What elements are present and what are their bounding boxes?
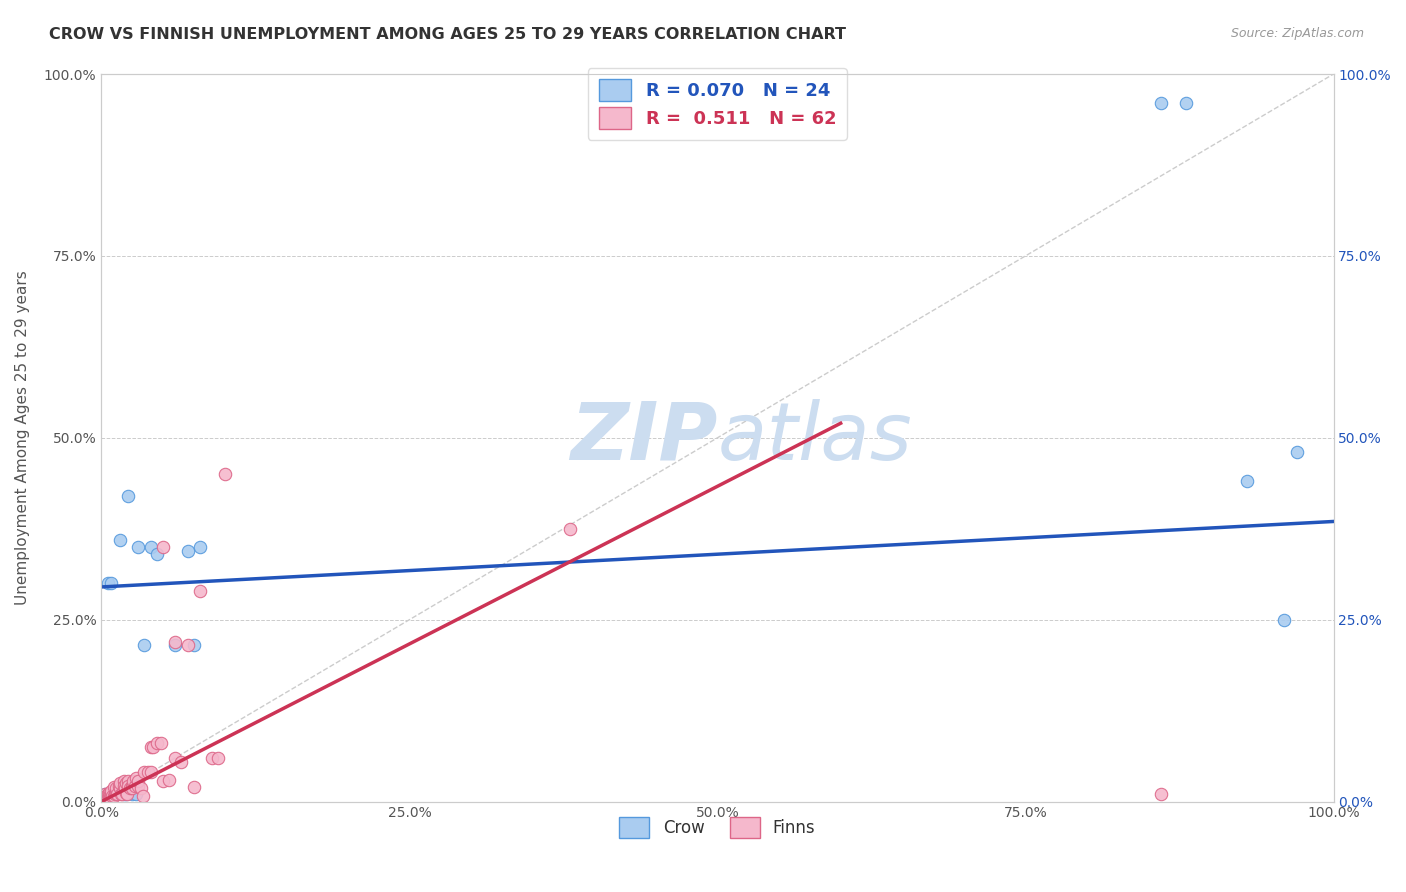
Point	[118, 781, 141, 796]
Point	[132, 789, 155, 803]
Point	[97, 786, 120, 800]
Point	[176, 638, 198, 652]
Point	[1150, 96, 1173, 111]
Point	[152, 774, 174, 789]
Point	[96, 791, 118, 805]
Point	[96, 789, 118, 803]
Point	[201, 751, 224, 765]
Point	[139, 765, 162, 780]
Point	[152, 540, 174, 554]
Point	[110, 787, 132, 801]
Point	[127, 779, 149, 793]
Point	[112, 774, 135, 789]
Point	[1150, 787, 1173, 801]
Text: CROW VS FINNISH UNEMPLOYMENT AMONG AGES 25 TO 29 YEARS CORRELATION CHART: CROW VS FINNISH UNEMPLOYMENT AMONG AGES …	[49, 27, 846, 42]
Point	[107, 779, 129, 793]
Point	[100, 783, 122, 797]
Point	[124, 779, 146, 793]
Point	[183, 638, 205, 652]
Point	[134, 765, 156, 780]
Point	[127, 540, 149, 554]
Point	[96, 787, 118, 801]
Point	[97, 789, 120, 804]
Point	[105, 787, 128, 801]
Point	[183, 780, 205, 794]
Point	[96, 576, 118, 591]
Point	[98, 791, 121, 805]
Point	[1272, 613, 1295, 627]
Point	[1174, 96, 1197, 111]
Point	[115, 787, 138, 801]
Point	[146, 736, 169, 750]
Point	[1285, 445, 1308, 459]
Point	[104, 787, 127, 801]
Point	[170, 755, 193, 769]
Point	[117, 779, 139, 793]
Point	[100, 787, 122, 801]
Point	[114, 781, 136, 796]
Point	[111, 787, 134, 801]
Point	[108, 533, 131, 547]
Point	[94, 787, 117, 801]
Point	[127, 774, 149, 789]
Point	[121, 781, 143, 796]
Point	[115, 786, 138, 800]
Y-axis label: Unemployment Among Ages 25 to 29 years: Unemployment Among Ages 25 to 29 years	[15, 270, 30, 605]
Point	[112, 787, 135, 801]
Point	[121, 779, 143, 793]
Point	[93, 791, 115, 805]
Text: atlas: atlas	[717, 399, 912, 477]
Point	[108, 776, 131, 790]
Point	[108, 781, 131, 796]
Point	[112, 779, 135, 793]
Point	[558, 522, 581, 536]
Point	[94, 787, 117, 801]
Point	[105, 781, 128, 796]
Point	[146, 547, 169, 561]
Point	[117, 774, 139, 789]
Point	[214, 467, 236, 482]
Point	[165, 638, 187, 652]
Point	[149, 736, 172, 750]
Point	[121, 787, 143, 801]
Point	[105, 787, 128, 801]
Point	[188, 540, 211, 554]
Point	[101, 789, 124, 803]
Text: ZIP: ZIP	[569, 399, 717, 477]
Legend: Crow, Finns: Crow, Finns	[613, 811, 823, 844]
Point	[134, 638, 156, 652]
Point	[125, 787, 148, 801]
Point	[125, 772, 148, 786]
Point	[165, 751, 187, 765]
Point	[103, 780, 125, 794]
Point	[139, 540, 162, 554]
Point	[1236, 475, 1258, 489]
Point	[142, 739, 165, 754]
Point	[129, 781, 152, 796]
Point	[100, 576, 122, 591]
Point	[122, 774, 145, 789]
Point	[136, 765, 159, 780]
Point	[188, 583, 211, 598]
Point	[105, 786, 128, 800]
Point	[103, 789, 125, 803]
Point	[115, 776, 138, 790]
Point	[165, 634, 187, 648]
Point	[157, 772, 180, 787]
Point	[98, 787, 121, 801]
Point	[103, 787, 125, 801]
Point	[207, 751, 229, 765]
Point	[117, 489, 139, 503]
Text: Source: ZipAtlas.com: Source: ZipAtlas.com	[1230, 27, 1364, 40]
Point	[139, 739, 162, 754]
Point	[176, 543, 198, 558]
Point	[117, 787, 139, 801]
